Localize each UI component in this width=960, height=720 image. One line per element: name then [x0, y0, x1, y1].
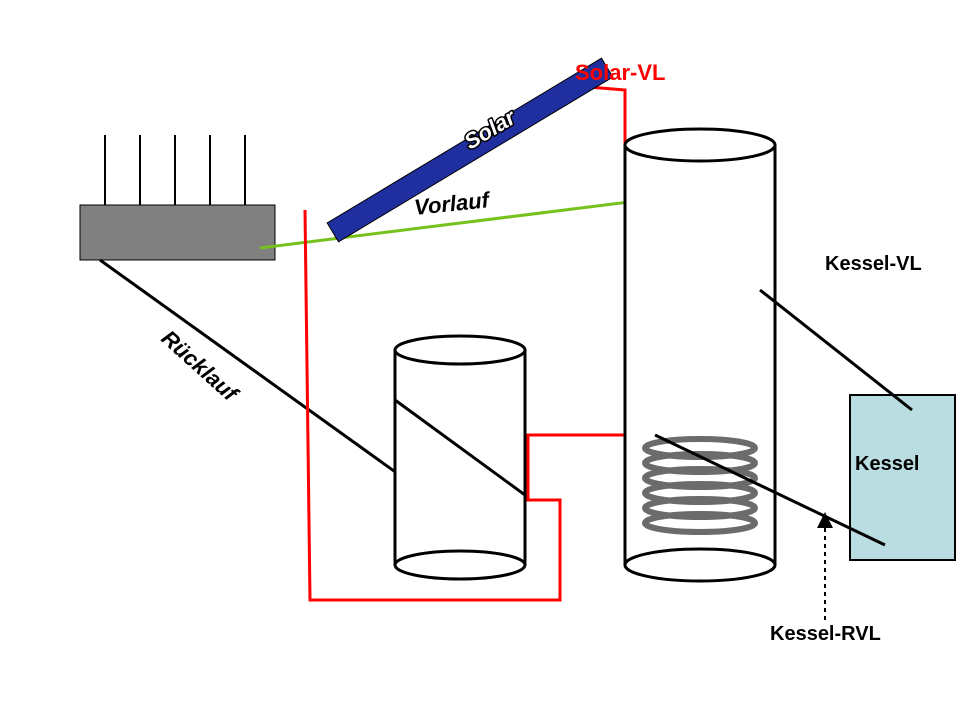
- labels: SolarSolar-VLVorlaufRücklaufKessel-VLKes…: [157, 60, 922, 645]
- solar-pipe-a: [565, 85, 625, 430]
- radiator-fins: [105, 135, 245, 205]
- kessel-vl-line: [760, 290, 912, 410]
- label-kessel_vl: Kessel-VL: [825, 253, 922, 275]
- heat-exchanger-coil: [645, 439, 755, 532]
- label-vorlauf: Vorlauf: [413, 187, 493, 220]
- radiator: [80, 135, 275, 260]
- label-ruecklauf: Rücklauf: [157, 325, 245, 408]
- label-kessel: Kessel: [855, 453, 920, 475]
- buffer-tank-small: [395, 336, 525, 579]
- heating-diagram: SolarSolar-VLVorlaufRücklaufKessel-VLKes…: [0, 0, 960, 720]
- label-kessel_rvl: Kessel-RVL: [770, 623, 881, 645]
- radiator-body: [80, 205, 275, 260]
- label-solar_vl: Solar-VL: [575, 60, 665, 85]
